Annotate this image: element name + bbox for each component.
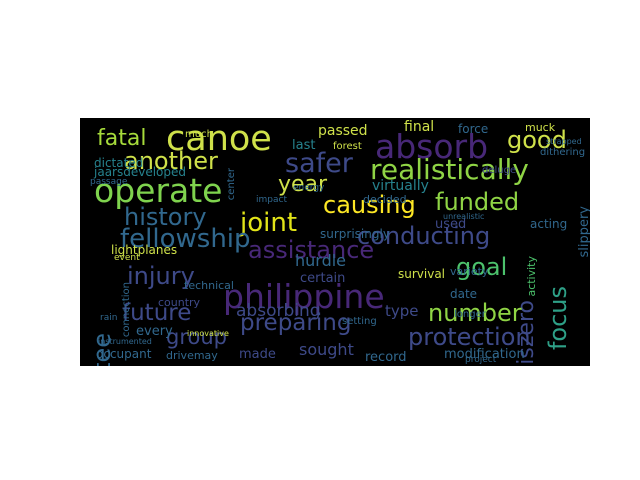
word-cloud-word: dithering [540, 147, 586, 158]
word-cloud-word: canoe [166, 119, 272, 159]
word-cloud-word: surprisingly [320, 227, 390, 241]
word-cloud-word: country [158, 296, 201, 309]
word-cloud-word: last [292, 138, 316, 153]
word-cloud-word: number [428, 299, 522, 327]
word-cloud-word: rain [100, 313, 118, 323]
word-cloud-word: operate [94, 171, 223, 210]
word-cloud-word: project [465, 355, 497, 365]
word-cloud-word: unrealistic [443, 212, 485, 221]
word-cloud-word: conducting [357, 222, 491, 250]
word-cloud-word: muck [525, 121, 556, 134]
word-cloud-word: connection [121, 282, 132, 338]
word-cloud-word: absorbing [236, 301, 321, 321]
word-cloud-word: funded [435, 188, 520, 216]
word-cloud-word: strapped [546, 137, 582, 146]
word-cloud-word: energy [293, 183, 325, 193]
word-cloud-word: joint [240, 208, 298, 238]
word-cloud-word: decided [363, 193, 407, 206]
word-cloud-word: longer [454, 309, 486, 320]
word-cloud-word: passed [318, 123, 368, 139]
word-cloud-word: survival [398, 267, 446, 281]
word-cloud-word: occupant [96, 347, 152, 361]
word-cloud-word: final [404, 119, 435, 135]
word-cloud-word: jaarsdeveloped [94, 165, 187, 179]
word-cloud-word: dictated [94, 156, 144, 170]
word-cloud-word: good [507, 126, 567, 154]
word-cloud-word: center [226, 168, 237, 201]
word-cloud-word: absorb [375, 127, 489, 166]
word-cloud-word: much [185, 129, 213, 140]
word-cloud-word: preparing [240, 310, 352, 336]
word-cloud-word: certain [300, 271, 346, 286]
word-cloud-word: setting [342, 316, 377, 327]
word-cloud-word: fatal [97, 126, 147, 151]
word-cloud-word: force [458, 122, 489, 136]
word-cloud-word: instrumented [98, 337, 152, 346]
word-cloud-word: passage [90, 177, 128, 187]
word-cloud-word: injury [127, 262, 195, 290]
word-cloud-word: history [124, 203, 207, 231]
word-cloud-word: used [435, 217, 467, 232]
word-cloud-word: philippine [223, 277, 385, 316]
word-cloud-word: virtually [372, 178, 429, 194]
word-cloud-word: slippery [577, 206, 590, 258]
word-cloud-word: date [450, 287, 478, 301]
word-cloud-word: sought [299, 340, 354, 359]
word-cloud-word: type [385, 302, 419, 320]
word-cloud-word: technical [184, 279, 234, 292]
word-cloud-word: made [239, 347, 276, 362]
word-cloud-word: hurdle [295, 251, 347, 270]
word-cloud-word: another [124, 147, 218, 175]
word-cloud-word: goal [456, 253, 508, 281]
word-cloud: canoe fatal absorb good operate another safer y… [80, 118, 590, 366]
word-cloud-word: forest [333, 141, 362, 152]
word-cloud-word: activity [525, 256, 538, 297]
word-cloud-word: deluge [482, 165, 517, 176]
word-cloud-word: lightplanes [111, 243, 178, 257]
word-cloud-word: safer [285, 148, 353, 179]
word-cloud-word: innovative [187, 329, 229, 338]
word-cloud-word: causing [323, 191, 416, 219]
word-cloud-word: drivemay [166, 349, 218, 362]
word-cloud-word: variety [450, 265, 489, 278]
word-cloud-word: modification [444, 347, 525, 362]
word-cloud-word: realistically [370, 153, 529, 186]
word-cloud-word: future [122, 300, 192, 326]
word-cloud-word: record [365, 350, 407, 365]
word-cloud-word: fellowship [120, 224, 251, 254]
word-cloud-word: year [278, 172, 328, 197]
word-cloud-word: assistance [248, 236, 375, 264]
word-cloud-word: every [136, 324, 173, 339]
word-cloud-word: acting [530, 217, 568, 231]
word-cloud-word: event [114, 253, 140, 263]
word-cloud-word: focus [544, 286, 572, 351]
word-cloud-word: impact [256, 195, 287, 205]
word-cloud-word: protection [408, 323, 531, 351]
word-cloud-word: group [166, 325, 227, 349]
